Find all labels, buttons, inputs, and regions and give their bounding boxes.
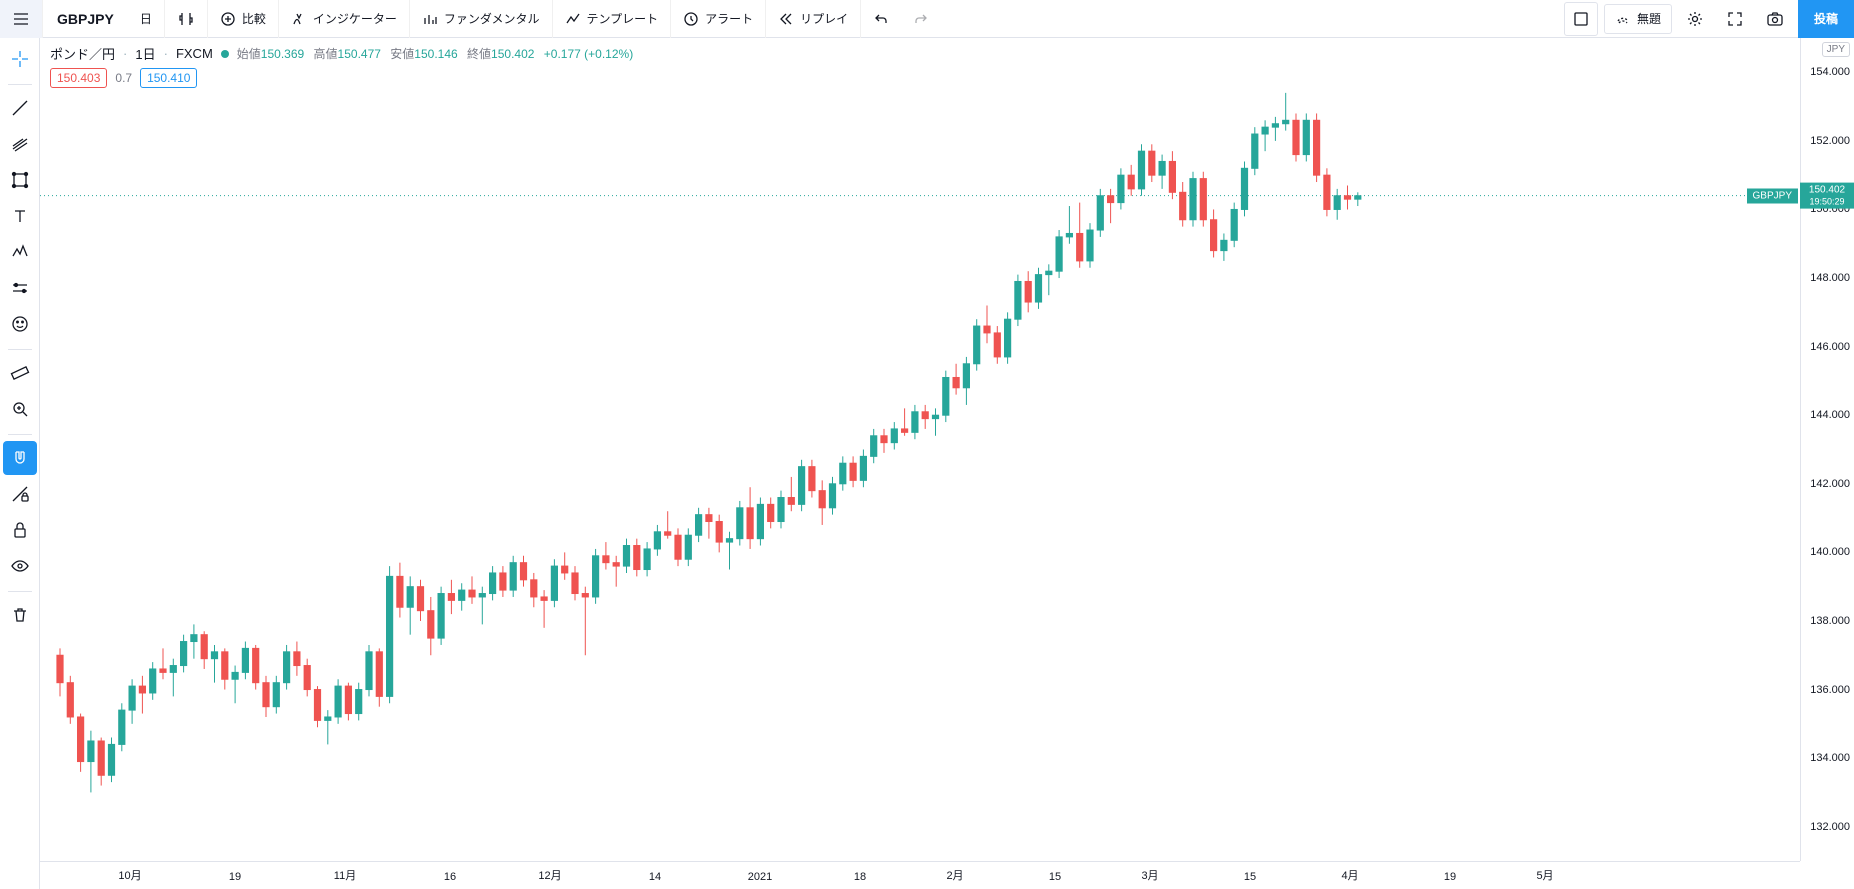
- y-tick-label: 140.000: [1810, 546, 1850, 558]
- indicators-button[interactable]: インジケーター: [279, 0, 410, 38]
- x-axis[interactable]: 10月 19 11月 16 12月 14 2021 18 2月 15 3月 15 4月 19 5月: [40, 861, 1800, 889]
- x-tick-label: 15: [1244, 871, 1256, 883]
- x-tick-label: 19: [229, 871, 241, 883]
- replay-button[interactable]: リプレイ: [766, 0, 861, 38]
- topbar: GBPJPY 日 比較 インジケーター ファンダメンタル テンプレート アラート…: [0, 0, 1854, 38]
- interval-label: 日: [140, 10, 152, 27]
- text-tool[interactable]: [3, 199, 37, 233]
- zoom-tool[interactable]: [3, 392, 37, 426]
- fundamentals-button[interactable]: ファンダメンタル: [410, 0, 553, 38]
- price-symbol-tag: GBPJPY: [1747, 188, 1798, 203]
- shapes-tool[interactable]: [3, 163, 37, 197]
- candlestick-chart: [40, 38, 1854, 889]
- last-price-label: 150.402: [1809, 184, 1845, 195]
- chart-style-button[interactable]: [165, 0, 208, 38]
- templates-button[interactable]: テンプレート: [553, 0, 672, 38]
- publish-button[interactable]: 投稿: [1798, 0, 1854, 38]
- x-tick-label: 12月: [538, 867, 561, 883]
- crosshair-tool[interactable]: [3, 42, 37, 76]
- y-tick-label: 136.000: [1810, 684, 1850, 696]
- fib-tool[interactable]: [3, 127, 37, 161]
- x-tick-label: 3月: [1141, 867, 1158, 883]
- bid-ask-row: 150.403 0.7 150.410: [50, 68, 197, 88]
- lock-tool[interactable]: [3, 513, 37, 547]
- menu-button[interactable]: [0, 0, 43, 38]
- x-tick-label: 19: [1444, 871, 1456, 883]
- y-tick-label: 132.000: [1810, 821, 1850, 833]
- x-tick-label: 18: [854, 871, 866, 883]
- y-tick-label: 152.000: [1810, 135, 1850, 147]
- x-tick-label: 14: [649, 871, 661, 883]
- compare-label: 比較: [242, 10, 266, 27]
- forecast-tool[interactable]: [3, 271, 37, 305]
- x-tick-label: 11月: [334, 867, 356, 883]
- x-tick-label: 5月: [1536, 867, 1553, 883]
- fundamentals-label: ファンダメンタル: [444, 10, 540, 27]
- sidebar: [0, 38, 40, 889]
- currency-badge: JPY: [1822, 42, 1850, 57]
- layout-name-button[interactable]: 無題: [1604, 4, 1672, 34]
- x-tick-label: 4月: [1341, 867, 1358, 883]
- price-tag: 150.40219:50:29: [1800, 182, 1854, 209]
- trendline-tool[interactable]: [3, 91, 37, 125]
- templates-label: テンプレート: [587, 10, 659, 27]
- magnet-tool[interactable]: [3, 441, 37, 475]
- y-tick-label: 148.000: [1810, 272, 1850, 284]
- y-tick-label: 138.000: [1810, 615, 1850, 627]
- legend-title: ポンド／円: [50, 44, 115, 63]
- status-dot-icon: [221, 50, 229, 58]
- interval-button[interactable]: 日: [128, 0, 165, 38]
- x-tick-label: 10月: [118, 867, 141, 883]
- undo-button[interactable]: [861, 0, 901, 38]
- y-tick-label: 134.000: [1810, 752, 1850, 764]
- lock-drawings-tool[interactable]: [3, 477, 37, 511]
- countdown-label: 19:50:29: [1804, 196, 1850, 207]
- symbol-label[interactable]: GBPJPY: [43, 11, 128, 27]
- ask-price[interactable]: 150.410: [140, 68, 197, 88]
- spread: 0.7: [115, 71, 132, 85]
- pattern-tool[interactable]: [3, 235, 37, 269]
- alert-button[interactable]: アラート: [671, 0, 766, 38]
- y-tick-label: 146.000: [1810, 341, 1850, 353]
- alert-label: アラート: [705, 10, 753, 27]
- x-tick-label: 16: [444, 871, 456, 883]
- redo-button[interactable]: [901, 0, 941, 38]
- ruler-tool[interactable]: [3, 356, 37, 390]
- settings-button[interactable]: [1678, 2, 1712, 36]
- y-tick-label: 144.000: [1810, 409, 1850, 421]
- snapshot-button[interactable]: [1758, 2, 1792, 36]
- fullscreen-button[interactable]: [1718, 2, 1752, 36]
- y-tick-label: 142.000: [1810, 478, 1850, 490]
- legend: ポンド／円 · 1日 · FXCM 始値150.369 高値150.477 安値…: [50, 44, 633, 63]
- publish-label: 投稿: [1814, 10, 1838, 27]
- y-tick-label: 154.000: [1810, 66, 1850, 78]
- legend-broker: FXCM: [176, 46, 213, 61]
- emoji-tool[interactable]: [3, 307, 37, 341]
- compare-button[interactable]: 比較: [208, 0, 279, 38]
- hide-tool[interactable]: [3, 549, 37, 583]
- y-axis[interactable]: JPY 132.000 134.000 136.000 138.000 140.000 1…: [1800, 38, 1854, 861]
- indicators-label: インジケーター: [313, 10, 397, 27]
- replay-label: リプレイ: [800, 10, 848, 27]
- x-tick-label: 2月: [946, 867, 963, 883]
- legend-timeframe: 1日: [135, 44, 155, 63]
- x-tick-label: 15: [1049, 871, 1061, 883]
- bid-price[interactable]: 150.403: [50, 68, 107, 88]
- delete-tool[interactable]: [3, 598, 37, 632]
- layout-name-label: 無題: [1637, 10, 1661, 27]
- layout-grid-button[interactable]: [1564, 2, 1598, 36]
- x-tick-label: 2021: [748, 871, 772, 883]
- chart-area[interactable]: ポンド／円 · 1日 · FXCM 始値150.369 高値150.477 安値…: [40, 38, 1854, 889]
- legend-ohlc: 始値150.369 高値150.477 安値150.146 終値150.402 …: [237, 45, 633, 62]
